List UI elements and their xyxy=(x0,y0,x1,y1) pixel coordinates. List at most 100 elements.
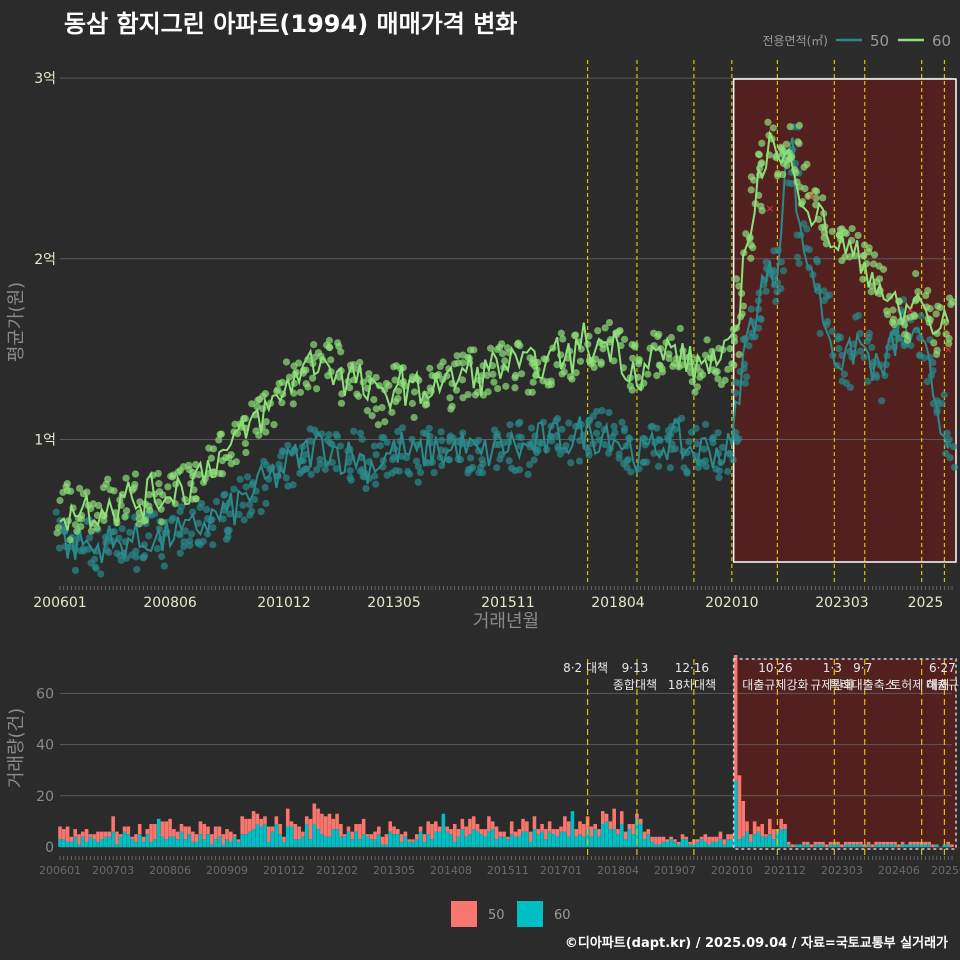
series-60-point xyxy=(270,421,278,429)
volume-bar-60 xyxy=(692,844,696,847)
series-60-point xyxy=(779,170,787,179)
series-60-point xyxy=(572,369,580,377)
series-50-point xyxy=(553,414,562,423)
volume-bar-50 xyxy=(445,826,449,832)
series-50-point xyxy=(316,460,324,468)
series-50-point xyxy=(795,259,803,268)
series-60-point xyxy=(947,300,955,309)
volume-bar-50 xyxy=(680,834,685,840)
series-50-point xyxy=(303,465,311,473)
series-50-point xyxy=(770,247,778,255)
volume-bar-60 xyxy=(745,831,749,847)
series-60-point xyxy=(248,400,256,408)
series-60-point xyxy=(59,488,67,496)
series-50-point xyxy=(52,508,60,516)
volume-bar-50 xyxy=(669,836,673,840)
series-50-point xyxy=(261,483,269,492)
series-60-point xyxy=(906,313,914,321)
volume-bar-60 xyxy=(707,844,711,847)
series-50-point xyxy=(516,418,524,426)
series-60-point xyxy=(483,371,491,379)
volume-bar-60 xyxy=(251,829,256,847)
series-50-point xyxy=(777,284,785,293)
series-50-point xyxy=(133,565,141,574)
series-60-point xyxy=(870,251,879,259)
volume-bar-50 xyxy=(130,836,134,840)
series-50-point xyxy=(177,503,185,511)
series-50-point xyxy=(929,358,937,367)
volume-bar-50 xyxy=(741,800,746,837)
volume-bar-60 xyxy=(779,829,783,847)
volume-bar-60 xyxy=(247,831,252,847)
volume-bar-60 xyxy=(855,844,859,847)
volume-bar-50 xyxy=(232,834,237,837)
series-50-point xyxy=(402,454,411,462)
series-60-point xyxy=(454,359,462,367)
volume-bar-60 xyxy=(600,823,605,847)
series-50-point xyxy=(160,562,168,570)
series-50-point xyxy=(321,465,329,473)
volume-bar-60 xyxy=(232,836,237,847)
volume-bar-50 xyxy=(635,813,639,819)
volume-bar-50 xyxy=(297,826,301,840)
volume-bar-60 xyxy=(737,839,742,847)
series-60-point xyxy=(912,270,920,278)
volume-bar-50 xyxy=(783,823,787,830)
volume-bar-50 xyxy=(134,834,138,842)
event-annotation: 규제완화 xyxy=(810,678,854,692)
volume-bar-60 xyxy=(566,836,571,847)
volume-bar-50 xyxy=(498,831,503,837)
series-50-point xyxy=(240,516,248,524)
volume-bar-60 xyxy=(585,829,590,847)
series-50-point xyxy=(464,469,472,477)
volume-bar-50 xyxy=(851,841,856,845)
series-50-point xyxy=(262,461,270,469)
volume-bar-50 xyxy=(331,818,336,830)
series-50-point xyxy=(694,463,702,472)
volume-bar-60 xyxy=(327,836,332,847)
volume-bar-50 xyxy=(206,826,210,835)
series-60-point xyxy=(426,364,434,372)
volume-bar-50 xyxy=(354,823,358,832)
series-50-point xyxy=(437,428,445,436)
series-50-point xyxy=(745,342,753,350)
volume-bar-60 xyxy=(130,839,134,847)
series-60-point xyxy=(385,381,393,390)
volume-bar-60 xyxy=(711,841,715,847)
series-50-point xyxy=(478,456,486,464)
volume-bar-50 xyxy=(711,836,715,842)
volume-bar-50 xyxy=(950,844,954,847)
volume-bar-50 xyxy=(703,834,708,842)
volume-bar-50 xyxy=(103,831,108,837)
series-50-point xyxy=(262,499,270,508)
series-60-point xyxy=(87,527,96,535)
volume-bar-60 xyxy=(202,839,207,847)
series-50-point xyxy=(132,553,140,561)
volume-bar-60 xyxy=(494,839,499,847)
series-60-point xyxy=(739,302,748,310)
volume-bar-60 xyxy=(654,844,658,847)
series-60-point xyxy=(466,346,475,354)
volume-bar-60 xyxy=(521,831,525,847)
series-60-point xyxy=(747,173,755,181)
series-50-point xyxy=(813,258,821,266)
event-annotation: 대출규 xyxy=(926,678,959,692)
series-60-point xyxy=(889,306,897,314)
volume-bar-50 xyxy=(153,823,157,840)
volume-bar-50 xyxy=(859,841,863,845)
series-60-point xyxy=(803,160,811,168)
series-50-point xyxy=(556,450,564,458)
volume-bar-60 xyxy=(764,836,768,847)
series-60-point xyxy=(374,421,382,429)
series-50-point xyxy=(524,470,532,479)
series-50-point xyxy=(800,220,808,228)
volume-bar-60 xyxy=(794,844,799,847)
series-50-point xyxy=(530,456,538,464)
series-50-point xyxy=(80,547,88,555)
volume-bar-60 xyxy=(145,834,150,847)
volume-bar-50 xyxy=(722,839,727,845)
series-50-point xyxy=(186,537,194,545)
volume-bar-50 xyxy=(612,808,616,830)
series-60-point xyxy=(758,207,766,215)
series-60-point xyxy=(122,507,131,515)
